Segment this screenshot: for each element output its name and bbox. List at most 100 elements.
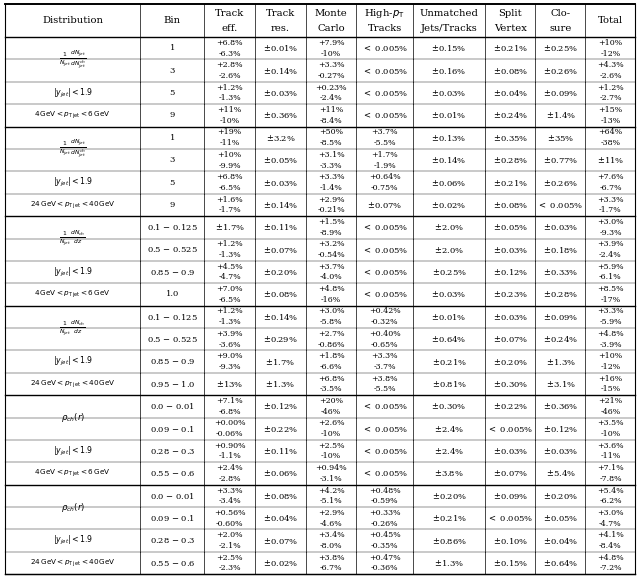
Text: +3.6%: +3.6% [597, 442, 624, 450]
Text: -8.4%: -8.4% [599, 542, 622, 550]
Text: res.: res. [271, 24, 290, 32]
Text: +7.0%: +7.0% [216, 285, 243, 293]
Text: $\pm$0.18%: $\pm$0.18% [543, 245, 578, 255]
Text: $\pm$0.35%: $\pm$0.35% [493, 133, 528, 143]
Text: $\pm$0.05%: $\pm$0.05% [543, 513, 578, 523]
Text: $\pm$0.15%: $\pm$0.15% [431, 44, 466, 53]
Text: $\pm$0.36%: $\pm$0.36% [263, 110, 298, 121]
Text: $\pm$0.14%: $\pm$0.14% [431, 155, 466, 165]
Text: Clo-: Clo- [551, 9, 570, 17]
Text: Distribution: Distribution [42, 16, 103, 25]
Text: -9.3%: -9.3% [599, 229, 621, 237]
Text: -6.5%: -6.5% [218, 184, 241, 192]
Text: -10%: -10% [219, 117, 240, 125]
Text: $24\,{\rm GeV}<p_{\rm T\,jet}<40\,{\rm GeV}$: $24\,{\rm GeV}<p_{\rm T\,jet}<40\,{\rm G… [30, 378, 115, 390]
Text: $\pm$0.15%: $\pm$0.15% [493, 558, 528, 568]
Text: +0.45%: +0.45% [369, 531, 401, 539]
Text: $\pm$0.07%: $\pm$0.07% [367, 200, 403, 210]
Text: $\pm$0.64%: $\pm$0.64% [431, 334, 466, 344]
Text: -4.7%: -4.7% [599, 520, 622, 528]
Text: $|y_{jet}|<1.9$: $|y_{jet}|<1.9$ [52, 266, 93, 278]
Text: +4.8%: +4.8% [318, 285, 345, 293]
Text: $\pm$3.1%: $\pm$3.1% [545, 379, 575, 389]
Text: Track: Track [215, 9, 244, 17]
Text: +3.3%: +3.3% [318, 61, 345, 70]
Text: $\pm$0.06%: $\pm$0.06% [263, 469, 298, 478]
Text: -6.7%: -6.7% [320, 564, 342, 572]
Text: -0.32%: -0.32% [371, 318, 399, 326]
Text: +7.1%: +7.1% [216, 397, 243, 405]
Text: -0.21%: -0.21% [317, 206, 345, 215]
Text: $\pm$0.11%: $\pm$0.11% [263, 446, 298, 456]
Text: -3.6%: -3.6% [218, 340, 241, 349]
Text: -1.4%: -1.4% [320, 184, 343, 192]
Text: $|y_{jet}|<1.9$: $|y_{jet}|<1.9$ [52, 534, 93, 547]
Text: $<$ 0.005%: $<$ 0.005% [362, 110, 408, 121]
Text: $\pm$0.09%: $\pm$0.09% [493, 491, 528, 501]
Text: $\pm$1.4%: $\pm$1.4% [545, 110, 575, 121]
Text: $\pm$0.24%: $\pm$0.24% [543, 334, 578, 344]
Text: $\pm$0.30%: $\pm$0.30% [431, 401, 466, 411]
Text: $\pm$0.13%: $\pm$0.13% [431, 133, 466, 143]
Text: $24\,{\rm GeV}<p_{\rm T\,jet}<40\,{\rm GeV}$: $24\,{\rm GeV}<p_{\rm T\,jet}<40\,{\rm G… [30, 199, 115, 211]
Text: $\pm$35%: $\pm$35% [547, 133, 574, 143]
Text: -5.5%: -5.5% [374, 139, 396, 147]
Text: 0.95 $-$ 1.0: 0.95 $-$ 1.0 [149, 379, 195, 389]
Text: $\pm$0.10%: $\pm$0.10% [493, 536, 528, 546]
Text: $<$ 0.005%: $<$ 0.005% [362, 446, 408, 456]
Text: -8.5%: -8.5% [320, 139, 342, 147]
Text: -10%: -10% [321, 452, 341, 461]
Text: $\pm$1.7%: $\pm$1.7% [265, 357, 295, 367]
Text: 3: 3 [170, 67, 175, 75]
Text: -2.4%: -2.4% [599, 251, 622, 259]
Text: +5.9%: +5.9% [597, 263, 624, 271]
Text: -12%: -12% [600, 363, 621, 371]
Text: $\pm$0.16%: $\pm$0.16% [431, 66, 466, 75]
Text: $\pm$0.08%: $\pm$0.08% [493, 66, 528, 75]
Text: $\pm$0.02%: $\pm$0.02% [431, 200, 466, 210]
Text: $\pm$0.07%: $\pm$0.07% [493, 334, 528, 344]
Text: $\pm$0.07%: $\pm$0.07% [263, 245, 298, 255]
Text: $\pm$0.07%: $\pm$0.07% [493, 469, 528, 478]
Text: +2.8%: +2.8% [216, 61, 243, 70]
Text: +3.3%: +3.3% [371, 352, 398, 360]
Text: -0.75%: -0.75% [371, 184, 399, 192]
Text: 0.85 $-$ 0.9: 0.85 $-$ 0.9 [150, 357, 195, 366]
Text: +4.3%: +4.3% [597, 61, 624, 70]
Text: +2.7%: +2.7% [318, 330, 345, 338]
Text: +0.47%: +0.47% [369, 554, 401, 561]
Text: +10%: +10% [218, 151, 242, 159]
Text: -12%: -12% [600, 50, 621, 57]
Text: -5.5%: -5.5% [374, 385, 396, 393]
Text: $\pm$0.30%: $\pm$0.30% [493, 379, 528, 389]
Text: Unmatched: Unmatched [420, 9, 478, 17]
Text: $\pm$3.2%: $\pm$3.2% [265, 133, 295, 143]
Text: $\pm$0.14%: $\pm$0.14% [263, 312, 298, 322]
Text: -0.86%: -0.86% [317, 340, 345, 349]
Text: 0.09 $-$ 0.1: 0.09 $-$ 0.1 [150, 424, 195, 434]
Text: +1.2%: +1.2% [216, 307, 243, 316]
Text: +19%: +19% [218, 128, 242, 136]
Text: $24\,{\rm GeV}<p_{\rm T\,jet}<40\,{\rm GeV}$: $24\,{\rm GeV}<p_{\rm T\,jet}<40\,{\rm G… [30, 557, 115, 569]
Text: $\pm$0.28%: $\pm$0.28% [543, 289, 578, 299]
Text: -6.3%: -6.3% [218, 50, 241, 57]
Text: +6.8%: +6.8% [318, 375, 345, 383]
Text: 1.0: 1.0 [166, 291, 179, 299]
Text: $\pm$0.36%: $\pm$0.36% [543, 401, 578, 411]
Text: $\pm$0.21%: $\pm$0.21% [493, 177, 528, 187]
Text: +0.42%: +0.42% [369, 307, 401, 316]
Text: $\pm$0.03%: $\pm$0.03% [493, 245, 528, 255]
Text: 1: 1 [170, 44, 175, 52]
Text: +3.8%: +3.8% [371, 375, 398, 383]
Text: $\pm$0.09%: $\pm$0.09% [543, 88, 578, 98]
Text: -46%: -46% [321, 408, 341, 416]
Text: $\pm$2.4%: $\pm$2.4% [434, 446, 464, 456]
Text: -1.7%: -1.7% [599, 206, 622, 215]
Text: -0.35%: -0.35% [371, 542, 399, 550]
Text: $\pm$0.08%: $\pm$0.08% [263, 289, 298, 299]
Text: -10%: -10% [321, 50, 341, 57]
Text: +0.48%: +0.48% [369, 487, 401, 495]
Text: +1.2%: +1.2% [597, 84, 624, 92]
Text: -3.1%: -3.1% [320, 475, 343, 483]
Text: -3.5%: -3.5% [320, 385, 342, 393]
